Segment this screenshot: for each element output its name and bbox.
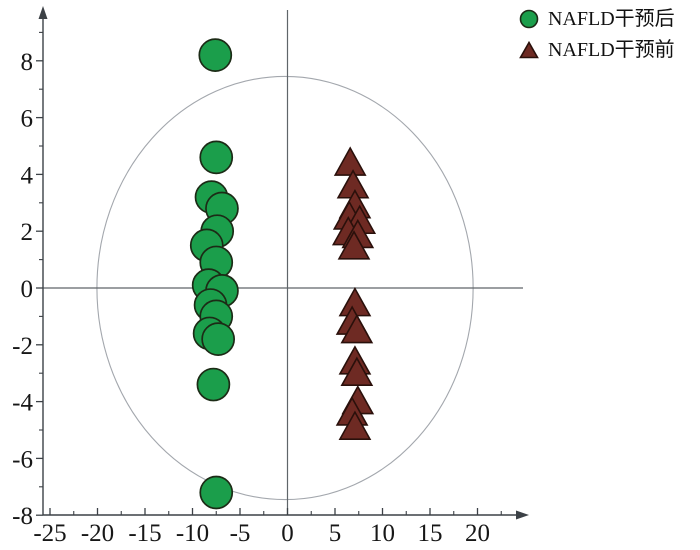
x-tick-label: -20 <box>81 520 114 547</box>
data-point-triangle <box>340 313 374 344</box>
y-tick-label: 2 <box>21 219 34 246</box>
legend: NAFLD干预后 NAFLD干预前 <box>518 8 675 61</box>
y-tick-label: -4 <box>12 390 33 417</box>
data-point-circle <box>199 140 234 175</box>
x-axis-arrow-icon <box>516 510 529 520</box>
data-point-circle <box>196 367 231 402</box>
x-tick-label: 5 <box>329 520 342 547</box>
x-tick-label: -5 <box>230 520 251 547</box>
y-tick-label: 0 <box>21 276 34 303</box>
triangle-marker-icon <box>519 40 539 59</box>
y-tick-label: -6 <box>12 446 33 473</box>
data-point-circle <box>199 475 234 510</box>
x-tick-label: 20 <box>465 520 490 547</box>
data-point-circle <box>201 322 235 356</box>
y-tick-label: -2 <box>12 333 33 360</box>
y-tick-label: 6 <box>21 106 34 133</box>
x-tick-label: -15 <box>128 520 161 547</box>
data-point-triangle <box>333 146 367 176</box>
y-tick-label: 4 <box>21 162 34 189</box>
x-tick-label: -25 <box>33 520 66 547</box>
y-tick-label: 8 <box>21 49 34 76</box>
data-point-triangle <box>338 410 372 440</box>
x-tick-label: 15 <box>418 520 443 547</box>
y-axis-arrow-icon <box>38 6 48 19</box>
data-point-triangle <box>337 230 371 260</box>
data-point-triangle <box>340 356 374 387</box>
legend-label-before: NAFLD干预前 <box>548 39 675 61</box>
y-tick-label: -8 <box>12 503 33 530</box>
legend-item: NAFLD干预后 <box>518 8 675 30</box>
legend-label-after: NAFLD干预后 <box>548 8 675 30</box>
legend-circle-swatch <box>519 9 539 29</box>
data-point-circle <box>198 38 233 72</box>
x-tick-label: 0 <box>281 520 294 547</box>
legend-triangle-swatch <box>519 40 539 59</box>
x-tick-label: 10 <box>370 520 395 547</box>
x-tick-label: -10 <box>176 520 209 547</box>
circle-marker-icon <box>519 9 539 29</box>
legend-item: NAFLD干预前 <box>518 39 675 61</box>
